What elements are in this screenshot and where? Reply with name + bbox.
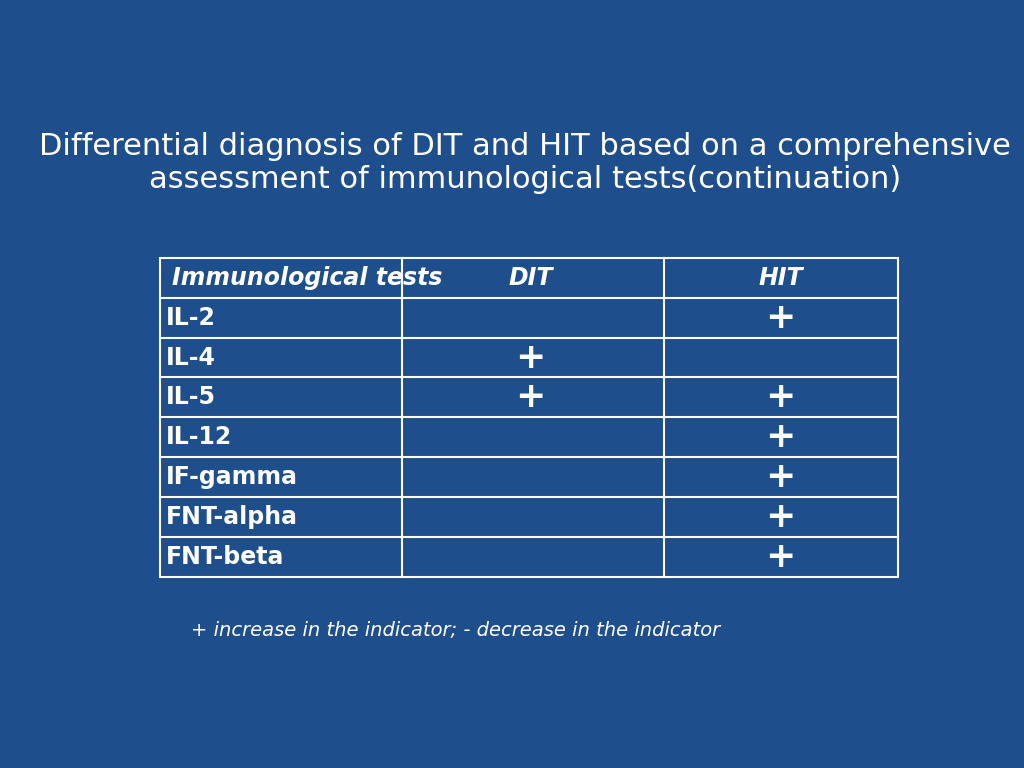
Text: HIT: HIT: [759, 266, 803, 290]
Text: IL-2: IL-2: [166, 306, 216, 329]
Text: IL-4: IL-4: [166, 346, 216, 369]
Text: +: +: [766, 380, 796, 415]
Text: +: +: [766, 460, 796, 495]
Text: IF-gamma: IF-gamma: [166, 465, 298, 489]
Text: Immunological tests: Immunological tests: [172, 266, 442, 290]
Text: DIT: DIT: [509, 266, 553, 290]
Text: +: +: [515, 380, 546, 415]
Text: Differential diagnosis of DIT and HIT based on a comprehensive
assessment of imm: Differential diagnosis of DIT and HIT ba…: [39, 132, 1011, 194]
Text: +: +: [515, 340, 546, 375]
Text: +: +: [766, 300, 796, 335]
Text: +: +: [766, 500, 796, 535]
Text: IL-5: IL-5: [166, 386, 216, 409]
Text: +: +: [766, 540, 796, 574]
Text: IL-12: IL-12: [166, 425, 232, 449]
Bar: [160, 258, 898, 577]
Text: FNT-alpha: FNT-alpha: [166, 505, 298, 529]
Text: FNT-beta: FNT-beta: [166, 545, 285, 569]
Text: +: +: [766, 420, 796, 455]
Text: + increase in the indicator; - decrease in the indicator: + increase in the indicator; - decrease …: [191, 621, 721, 640]
